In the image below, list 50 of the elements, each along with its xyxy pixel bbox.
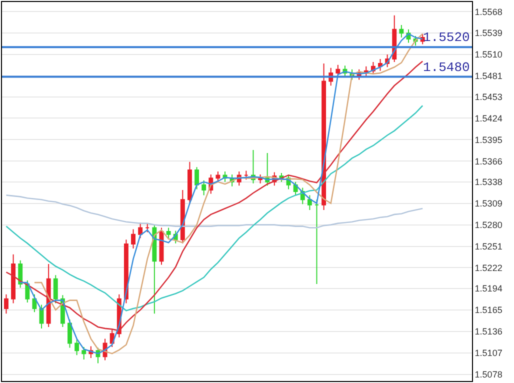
y-tick-label: 1.5136 <box>474 326 502 337</box>
candlestick <box>399 24 404 38</box>
y-tick-label: 1.5568 <box>474 6 502 17</box>
line-series <box>6 60 424 332</box>
y-tick-label: 1.5338 <box>474 177 502 188</box>
y-tick-label: 1.5107 <box>474 348 502 358</box>
y-tick-label: 1.5481 <box>474 71 502 82</box>
y-tick-label: 1.5424 <box>474 113 502 124</box>
line-series <box>6 104 424 312</box>
candlestick <box>124 239 128 304</box>
candlestick <box>152 224 157 314</box>
candlestick <box>145 222 150 233</box>
y-tick-label: 1.5453 <box>474 92 502 102</box>
candlestick <box>180 190 185 244</box>
y-tick-label: 1.5194 <box>474 284 502 294</box>
y-tick-label: 1.5366 <box>474 156 502 166</box>
candlestick <box>138 222 143 239</box>
y-tick-label: 1.5165 <box>474 305 502 316</box>
candlestick <box>18 260 23 288</box>
y-tick-label: 1.5078 <box>474 369 502 380</box>
y-tick-label: 1.5222 <box>474 262 502 273</box>
candlestick <box>314 199 319 285</box>
candlestick <box>166 227 171 239</box>
ref-line-label: 1.5480 <box>423 60 470 75</box>
candlestick <box>39 304 44 329</box>
candlestick <box>68 319 72 348</box>
y-tick-label: 1.5395 <box>474 134 502 145</box>
candlestick <box>216 171 220 182</box>
candlestick <box>82 346 86 360</box>
candlestick <box>194 166 199 190</box>
y-tick-label: 1.5510 <box>474 50 502 60</box>
candlestick <box>53 274 58 304</box>
candlestick <box>244 170 248 180</box>
line-series <box>6 194 424 228</box>
candlestick <box>187 161 192 205</box>
candlestick <box>131 228 136 249</box>
candlestick <box>307 194 312 211</box>
y-tick-label: 1.5309 <box>474 198 502 208</box>
y-tick-label: 1.5539 <box>474 28 502 38</box>
candlestick <box>4 294 8 314</box>
candlestick <box>202 180 206 196</box>
candlestick <box>32 294 37 313</box>
candlestick <box>25 280 30 304</box>
candlestick <box>265 152 270 186</box>
candlestick <box>11 254 16 304</box>
y-tick-label: 1.5251 <box>474 241 502 252</box>
candlestick <box>74 339 80 356</box>
candlestick <box>378 58 382 72</box>
ref-line-label: 1.5520 <box>423 30 470 45</box>
y-tick-label: 1.5280 <box>474 220 502 230</box>
